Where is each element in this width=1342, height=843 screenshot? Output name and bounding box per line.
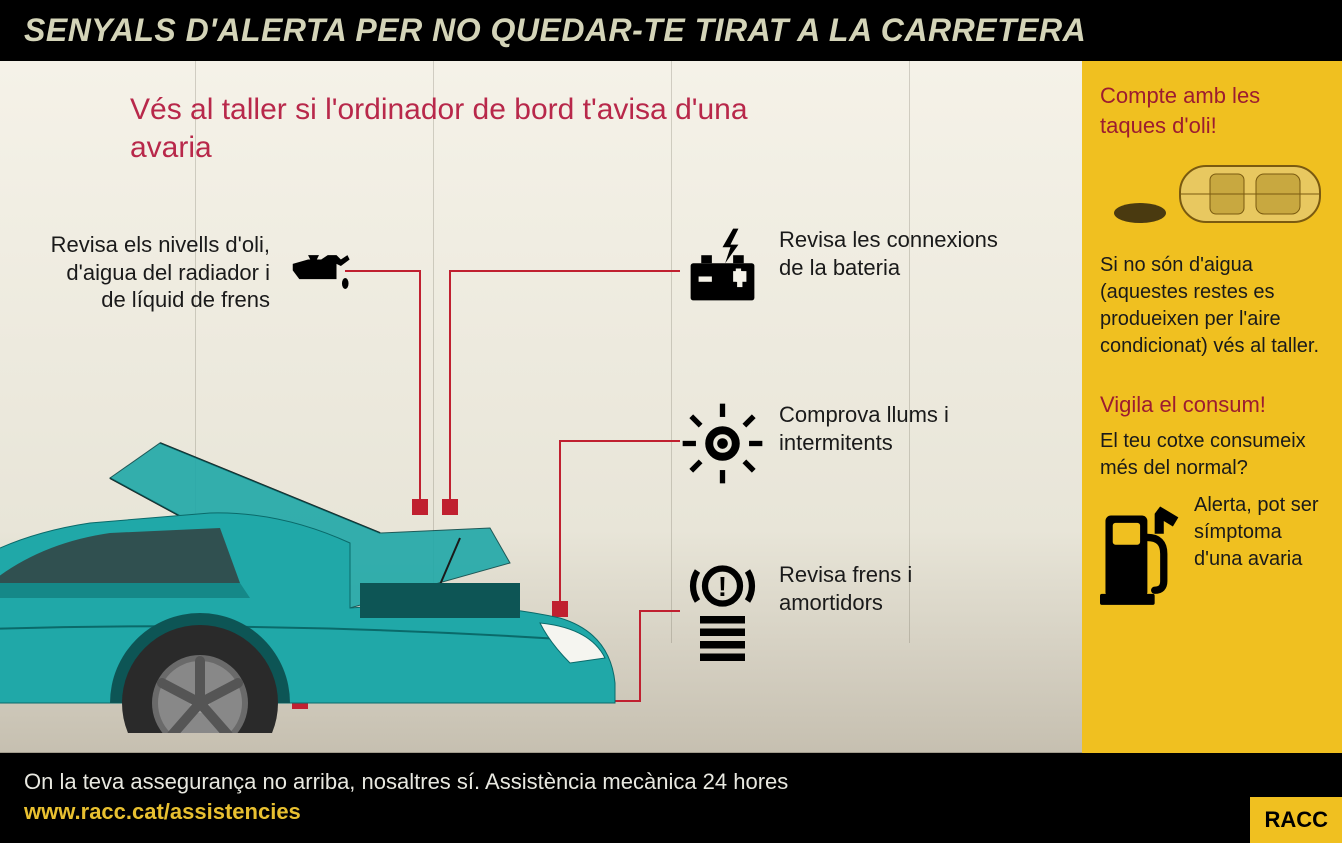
infographic-root: SENYALS D'ALERTA PER NO QUEDAR-TE TIRAT … xyxy=(0,0,1342,843)
footer-link[interactable]: www.racc.cat/assistencies xyxy=(24,799,1318,825)
sidebar-oil-title: Compte amb les taques d'oli! xyxy=(1100,81,1324,140)
content-row: Vés al taller si l'ordinador de bord t'a… xyxy=(0,61,1342,843)
tip-battery: Revisa les connexions de la bateria xyxy=(680,226,1009,311)
fuel-pump-icon xyxy=(1100,492,1182,612)
footer-bar: On la teva assegurança no arriba, nosalt… xyxy=(0,753,1342,843)
sidebar-consumption-question: El teu cotxe consumeix més del normal? xyxy=(1100,428,1324,482)
tip-lights-text: Comprova llums i intermitents xyxy=(779,401,1009,456)
header-title: SENYALS D'ALERTA PER NO QUEDAR-TE TIRAT … xyxy=(24,12,1086,48)
sidebar-consumption: Vigila el consum! El teu cotxe consumeix… xyxy=(1100,390,1324,612)
oil-can-icon xyxy=(284,231,354,301)
sidebar-panel: Compte amb les taques d'oli! Si no són d… xyxy=(1082,61,1342,843)
tip-lights: Comprova llums i intermitents xyxy=(680,401,1009,486)
header-bar: SENYALS D'ALERTA PER NO QUEDAR-TE TIRAT … xyxy=(0,0,1342,61)
main-subtitle: Vés al taller si l'ordinador de bord t'a… xyxy=(130,91,790,166)
battery-icon xyxy=(680,226,765,311)
tip-oil: Revisa els nivells d'oli, d'aigua del ra… xyxy=(40,231,354,314)
tip-battery-text: Revisa les connexions de la bateria xyxy=(779,226,1009,281)
light-bulb-icon xyxy=(680,401,765,486)
tip-brakes-text: Revisa frens i amortidors xyxy=(779,561,1009,616)
tip-oil-text: Revisa els nivells d'oli, d'aigua del ra… xyxy=(40,231,270,314)
svg-text:!: ! xyxy=(718,571,727,602)
sidebar-consumption-title: Vigila el consum! xyxy=(1100,390,1324,420)
car-illustration xyxy=(0,383,650,733)
sidebar-consumption-alert: Alerta, pot ser símptoma d'una avaria xyxy=(1194,492,1324,573)
footer-line: On la teva assegurança no arriba, nosalt… xyxy=(24,769,1318,795)
racc-badge: RACC xyxy=(1250,797,1342,843)
main-panel: Vés al taller si l'ordinador de bord t'a… xyxy=(0,61,1082,843)
car-top-oil-icon xyxy=(1100,148,1324,238)
sidebar-oil-body: Si no són d'aigua (aquestes restes es pr… xyxy=(1100,252,1324,360)
brake-spring-icon: ! xyxy=(680,561,765,666)
tip-brakes: ! Revisa frens i amortidors xyxy=(680,561,1009,666)
